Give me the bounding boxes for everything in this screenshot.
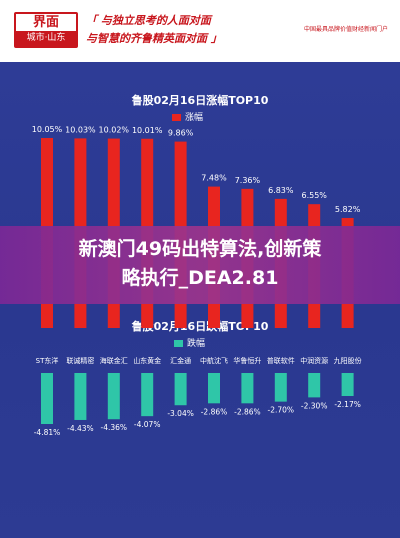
loser-category-label: 中航沈飞 xyxy=(200,356,228,365)
loser-bar xyxy=(308,373,321,398)
logo[interactable]: 界面 城市·山东 xyxy=(14,12,78,48)
loser-category-label: 山东黄金 xyxy=(133,356,161,365)
loser-value-label: -4.07% xyxy=(134,420,161,429)
loser-value-label: -2.86% xyxy=(201,407,228,416)
loser-bar xyxy=(208,373,220,404)
banner-title: 新澳门49码出特算法,创新策 略执行_DEA2.81 xyxy=(20,235,380,293)
gainer-value-label: 9.86% xyxy=(168,129,194,138)
loser-value-label: -4.81% xyxy=(34,428,61,437)
loser-category-label: 华鲁恒升 xyxy=(233,356,261,365)
loser-category-label: 中润资源 xyxy=(300,356,328,365)
loser-category-label: 九阳股份 xyxy=(334,356,362,365)
gainer-value-label: 7.36% xyxy=(235,176,261,185)
losers-chart-title: 鲁股02月16日跌幅TOP10 xyxy=(131,320,269,333)
loser-category-label: 汇金通 xyxy=(170,356,191,365)
gainer-value-label: 10.03% xyxy=(65,125,96,134)
gainers-legend: 涨幅 xyxy=(172,110,203,123)
loser-value-label: -2.30% xyxy=(301,401,328,410)
banner-title-line-2: 略执行_DEA2.81 xyxy=(121,267,279,289)
loser-bar xyxy=(241,373,254,404)
loser-bar xyxy=(107,373,120,420)
title-banner xyxy=(0,226,400,304)
loser-value-label: -2.70% xyxy=(268,406,295,415)
loser-value-label: -2.86% xyxy=(234,407,261,416)
gainers-legend-label: 涨幅 xyxy=(185,113,204,123)
loser-value-label: -4.43% xyxy=(67,424,94,433)
gainer-value-label: 6.83% xyxy=(268,186,294,195)
gainer-value-label: 10.02% xyxy=(99,126,130,135)
gainers-legend-swatch xyxy=(172,114,181,121)
loser-bar xyxy=(41,373,53,424)
loser-category-label: ST东洋 xyxy=(36,356,59,365)
gainer-value-label: 7.48% xyxy=(201,174,227,183)
loser-bar xyxy=(174,373,187,406)
loser-category-label: 海联金汇 xyxy=(100,356,128,365)
losers-legend-swatch xyxy=(174,340,183,347)
slogan: 「 与独立思考的人面对面 与智慧的齐鲁精英面对面 」 xyxy=(86,12,276,48)
gainer-value-label: 6.55% xyxy=(301,191,327,200)
loser-bar xyxy=(274,373,287,402)
loser-category-label: 普联软件 xyxy=(267,356,295,365)
gainers-chart-title: 鲁股02月16日涨幅TOP10 xyxy=(131,94,269,107)
losers-legend: 跌幅 xyxy=(174,336,205,349)
loser-bar xyxy=(141,373,154,417)
loser-value-label: -4.36% xyxy=(101,423,128,432)
slogan-line-1: 「 与独立思考的人面对面 xyxy=(86,14,211,27)
loser-bar xyxy=(74,373,87,420)
slogan-line-2: 与智慧的齐鲁精英面对面 」 xyxy=(86,32,222,45)
losers-legend-label: 跌幅 xyxy=(187,339,206,349)
gainer-value-label: 10.05% xyxy=(32,125,63,134)
logo-text: 界面 xyxy=(32,15,59,30)
logo-region: 城市·山东 xyxy=(16,31,76,46)
banner-title-line-1: 新澳门49码出特算法,创新策 xyxy=(78,238,322,260)
gainer-value-label: 5.82% xyxy=(335,205,361,214)
brand-tagline: 中国最具品牌价值财经新闻门户 xyxy=(303,26,388,33)
loser-bar xyxy=(341,373,354,397)
gainer-value-label: 10.01% xyxy=(132,126,163,135)
loser-category-label: 联诚精密 xyxy=(66,356,94,365)
header: 界面 城市·山东 「 与独立思考的人面对面 与智慧的齐鲁精英面对面 」 中国最具… xyxy=(0,0,400,62)
loser-value-label: -2.17% xyxy=(334,400,361,409)
loser-value-label: -3.04% xyxy=(167,409,194,418)
